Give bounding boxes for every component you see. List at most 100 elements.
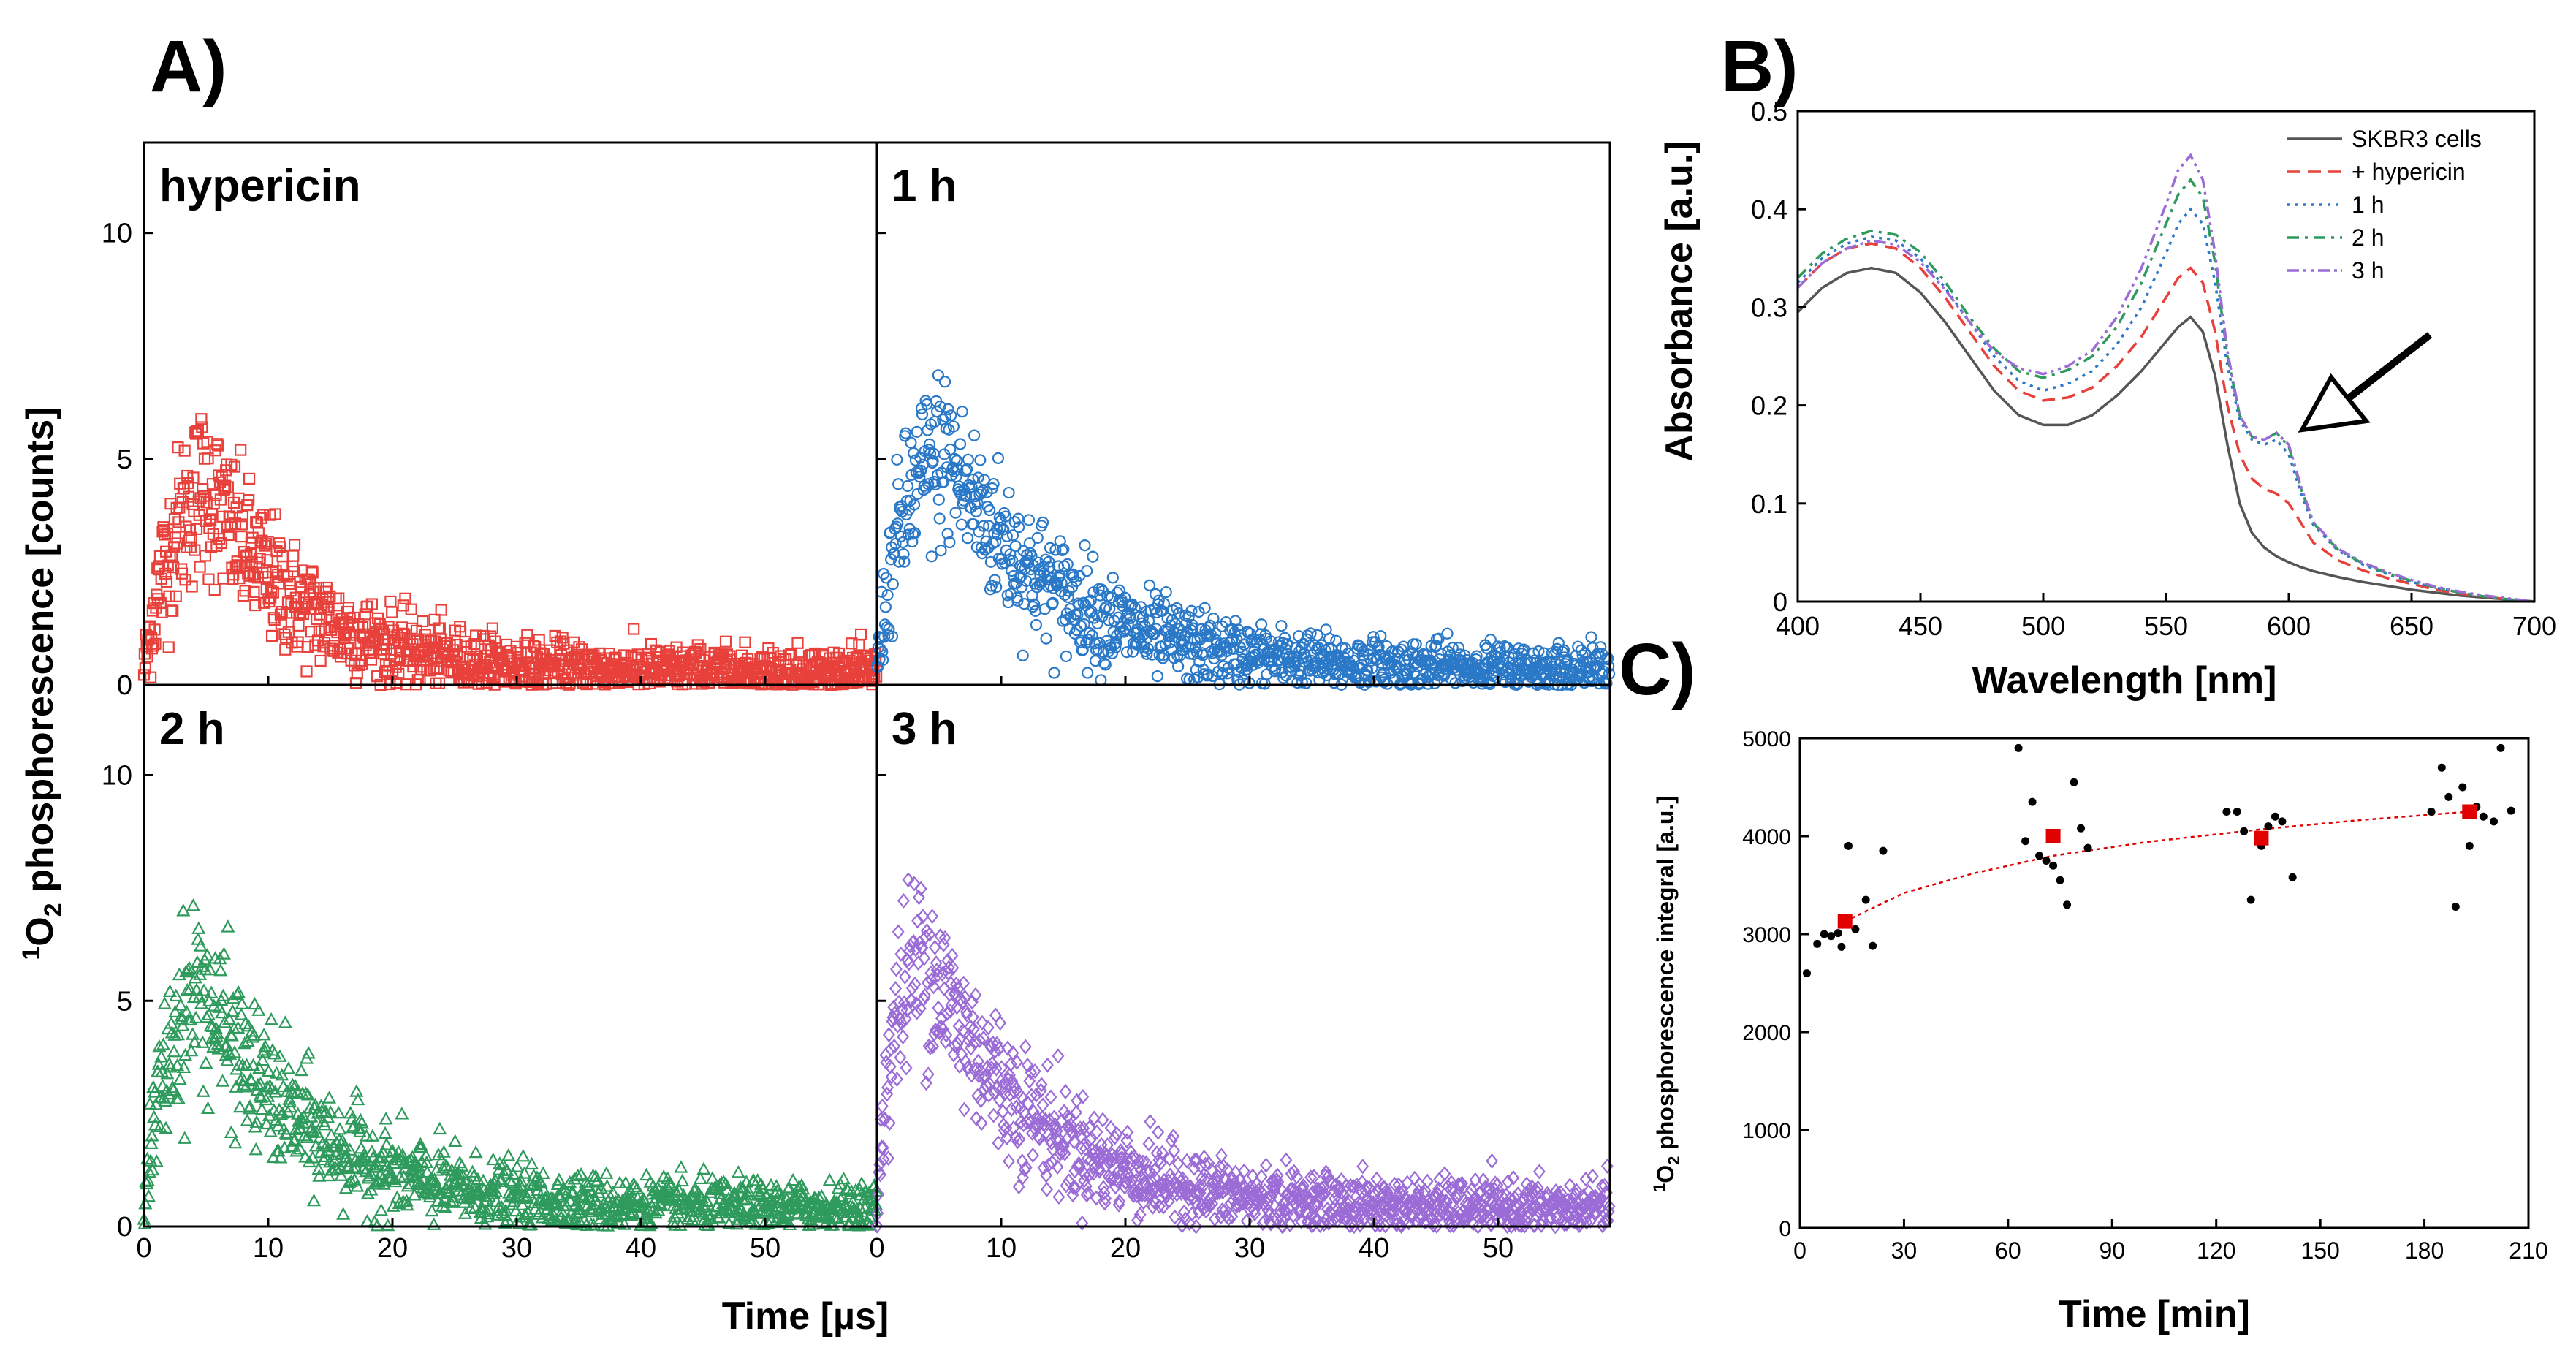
data-point	[224, 1125, 239, 1139]
data-point	[400, 1179, 415, 1192]
x-tick-label: 150	[2300, 1237, 2339, 1264]
data-point	[1079, 1178, 1093, 1194]
data-point	[1071, 1093, 1083, 1109]
data-point	[919, 987, 932, 1004]
data-point	[2021, 837, 2030, 846]
mean-marker	[2045, 829, 2061, 843]
data-point	[939, 1034, 952, 1050]
data-point	[883, 1027, 895, 1043]
data-point	[2049, 861, 2058, 870]
data-point	[190, 428, 202, 440]
data-point	[967, 473, 979, 486]
data-point	[881, 1080, 894, 1096]
data-point	[1813, 939, 1822, 948]
data-point	[249, 599, 262, 612]
data-point	[930, 962, 943, 978]
data-point	[731, 1165, 745, 1178]
data-point	[1206, 1196, 1219, 1212]
data-point	[349, 1160, 363, 1173]
data-point	[1255, 618, 1268, 631]
x-tick-label: 90	[2099, 1237, 2125, 1264]
data-point	[1152, 1124, 1165, 1140]
data-point	[376, 1177, 391, 1190]
data-point	[1103, 602, 1116, 615]
data-point	[1052, 1048, 1065, 1064]
data-point	[275, 1067, 289, 1081]
data-point	[187, 1034, 202, 1048]
data-point	[168, 1004, 183, 1017]
data-point	[493, 1156, 507, 1169]
data-point	[246, 1028, 262, 1041]
data-point	[1041, 1057, 1054, 1073]
data-point	[1057, 1138, 1070, 1154]
data-point	[1128, 1182, 1141, 1198]
data-point	[216, 471, 228, 483]
data-point	[288, 565, 300, 578]
data-point	[962, 453, 975, 466]
data-point	[1419, 1183, 1432, 1199]
data-point	[433, 677, 446, 689]
data-point	[770, 1184, 784, 1197]
data-point	[892, 517, 904, 530]
data-point	[350, 1179, 365, 1192]
data-point	[278, 1015, 292, 1028]
data-point	[1430, 1218, 1443, 1234]
data-point	[397, 599, 409, 612]
data-point	[877, 1151, 890, 1167]
data-point	[2028, 797, 2037, 806]
data-point	[284, 1099, 298, 1113]
data-point	[1004, 1056, 1017, 1072]
data-point	[279, 643, 292, 656]
data-point	[2035, 852, 2044, 860]
data-point	[337, 1139, 352, 1152]
data-point	[190, 523, 203, 535]
data-point	[925, 550, 938, 563]
data-point	[1238, 1163, 1250, 1179]
data-point	[892, 924, 905, 940]
data-point	[805, 1217, 821, 1230]
x-tick-label: 550	[2144, 611, 2188, 641]
data-point	[1190, 1218, 1203, 1235]
data-point	[938, 981, 951, 997]
data-point	[191, 425, 204, 437]
data-point	[1318, 1186, 1331, 1202]
data-point	[672, 1183, 686, 1197]
data-point	[1090, 609, 1103, 621]
data-point	[949, 452, 961, 466]
data-point	[514, 1180, 529, 1194]
data-point	[1426, 1217, 1440, 1233]
data-point	[365, 598, 378, 610]
data-point	[206, 478, 219, 490]
data-point	[947, 420, 960, 433]
data-point	[1236, 1195, 1249, 1211]
panel-a-x-axis-label: Time [µs]	[722, 1295, 889, 1338]
y-tick-label: 5	[117, 986, 132, 1017]
data-point	[1133, 632, 1146, 644]
data-point	[1306, 1184, 1319, 1200]
data-point	[320, 581, 333, 594]
data-point	[1044, 1089, 1057, 1105]
data-point	[384, 595, 397, 608]
data-point	[927, 979, 940, 995]
data-point	[704, 1203, 718, 1216]
data-point	[435, 1199, 450, 1212]
panel-b-y-axis-label: Absorbance [a.u.]	[1658, 140, 1701, 461]
data-point	[312, 582, 324, 594]
subplot-3h: 3 h 0 10 20 30 40 50	[869, 683, 1616, 1264]
data-point	[879, 601, 892, 613]
data-point	[179, 574, 191, 586]
data-point	[292, 619, 305, 632]
data-point	[1111, 1165, 1124, 1181]
data-point	[571, 1205, 586, 1218]
panel-c-chart: Time [min] 1O2 phosphorescence integral …	[1650, 727, 2548, 1335]
data-point	[1067, 1180, 1080, 1196]
data-point	[369, 1157, 384, 1171]
data-point	[1199, 1156, 1212, 1172]
data-point	[494, 1172, 509, 1186]
data-point	[732, 1200, 747, 1214]
data-point	[897, 995, 911, 1011]
data-point	[1280, 1152, 1293, 1168]
data-point	[333, 1122, 347, 1135]
y-tick-label: 0.3	[1751, 292, 1787, 322]
data-point	[436, 1145, 451, 1158]
